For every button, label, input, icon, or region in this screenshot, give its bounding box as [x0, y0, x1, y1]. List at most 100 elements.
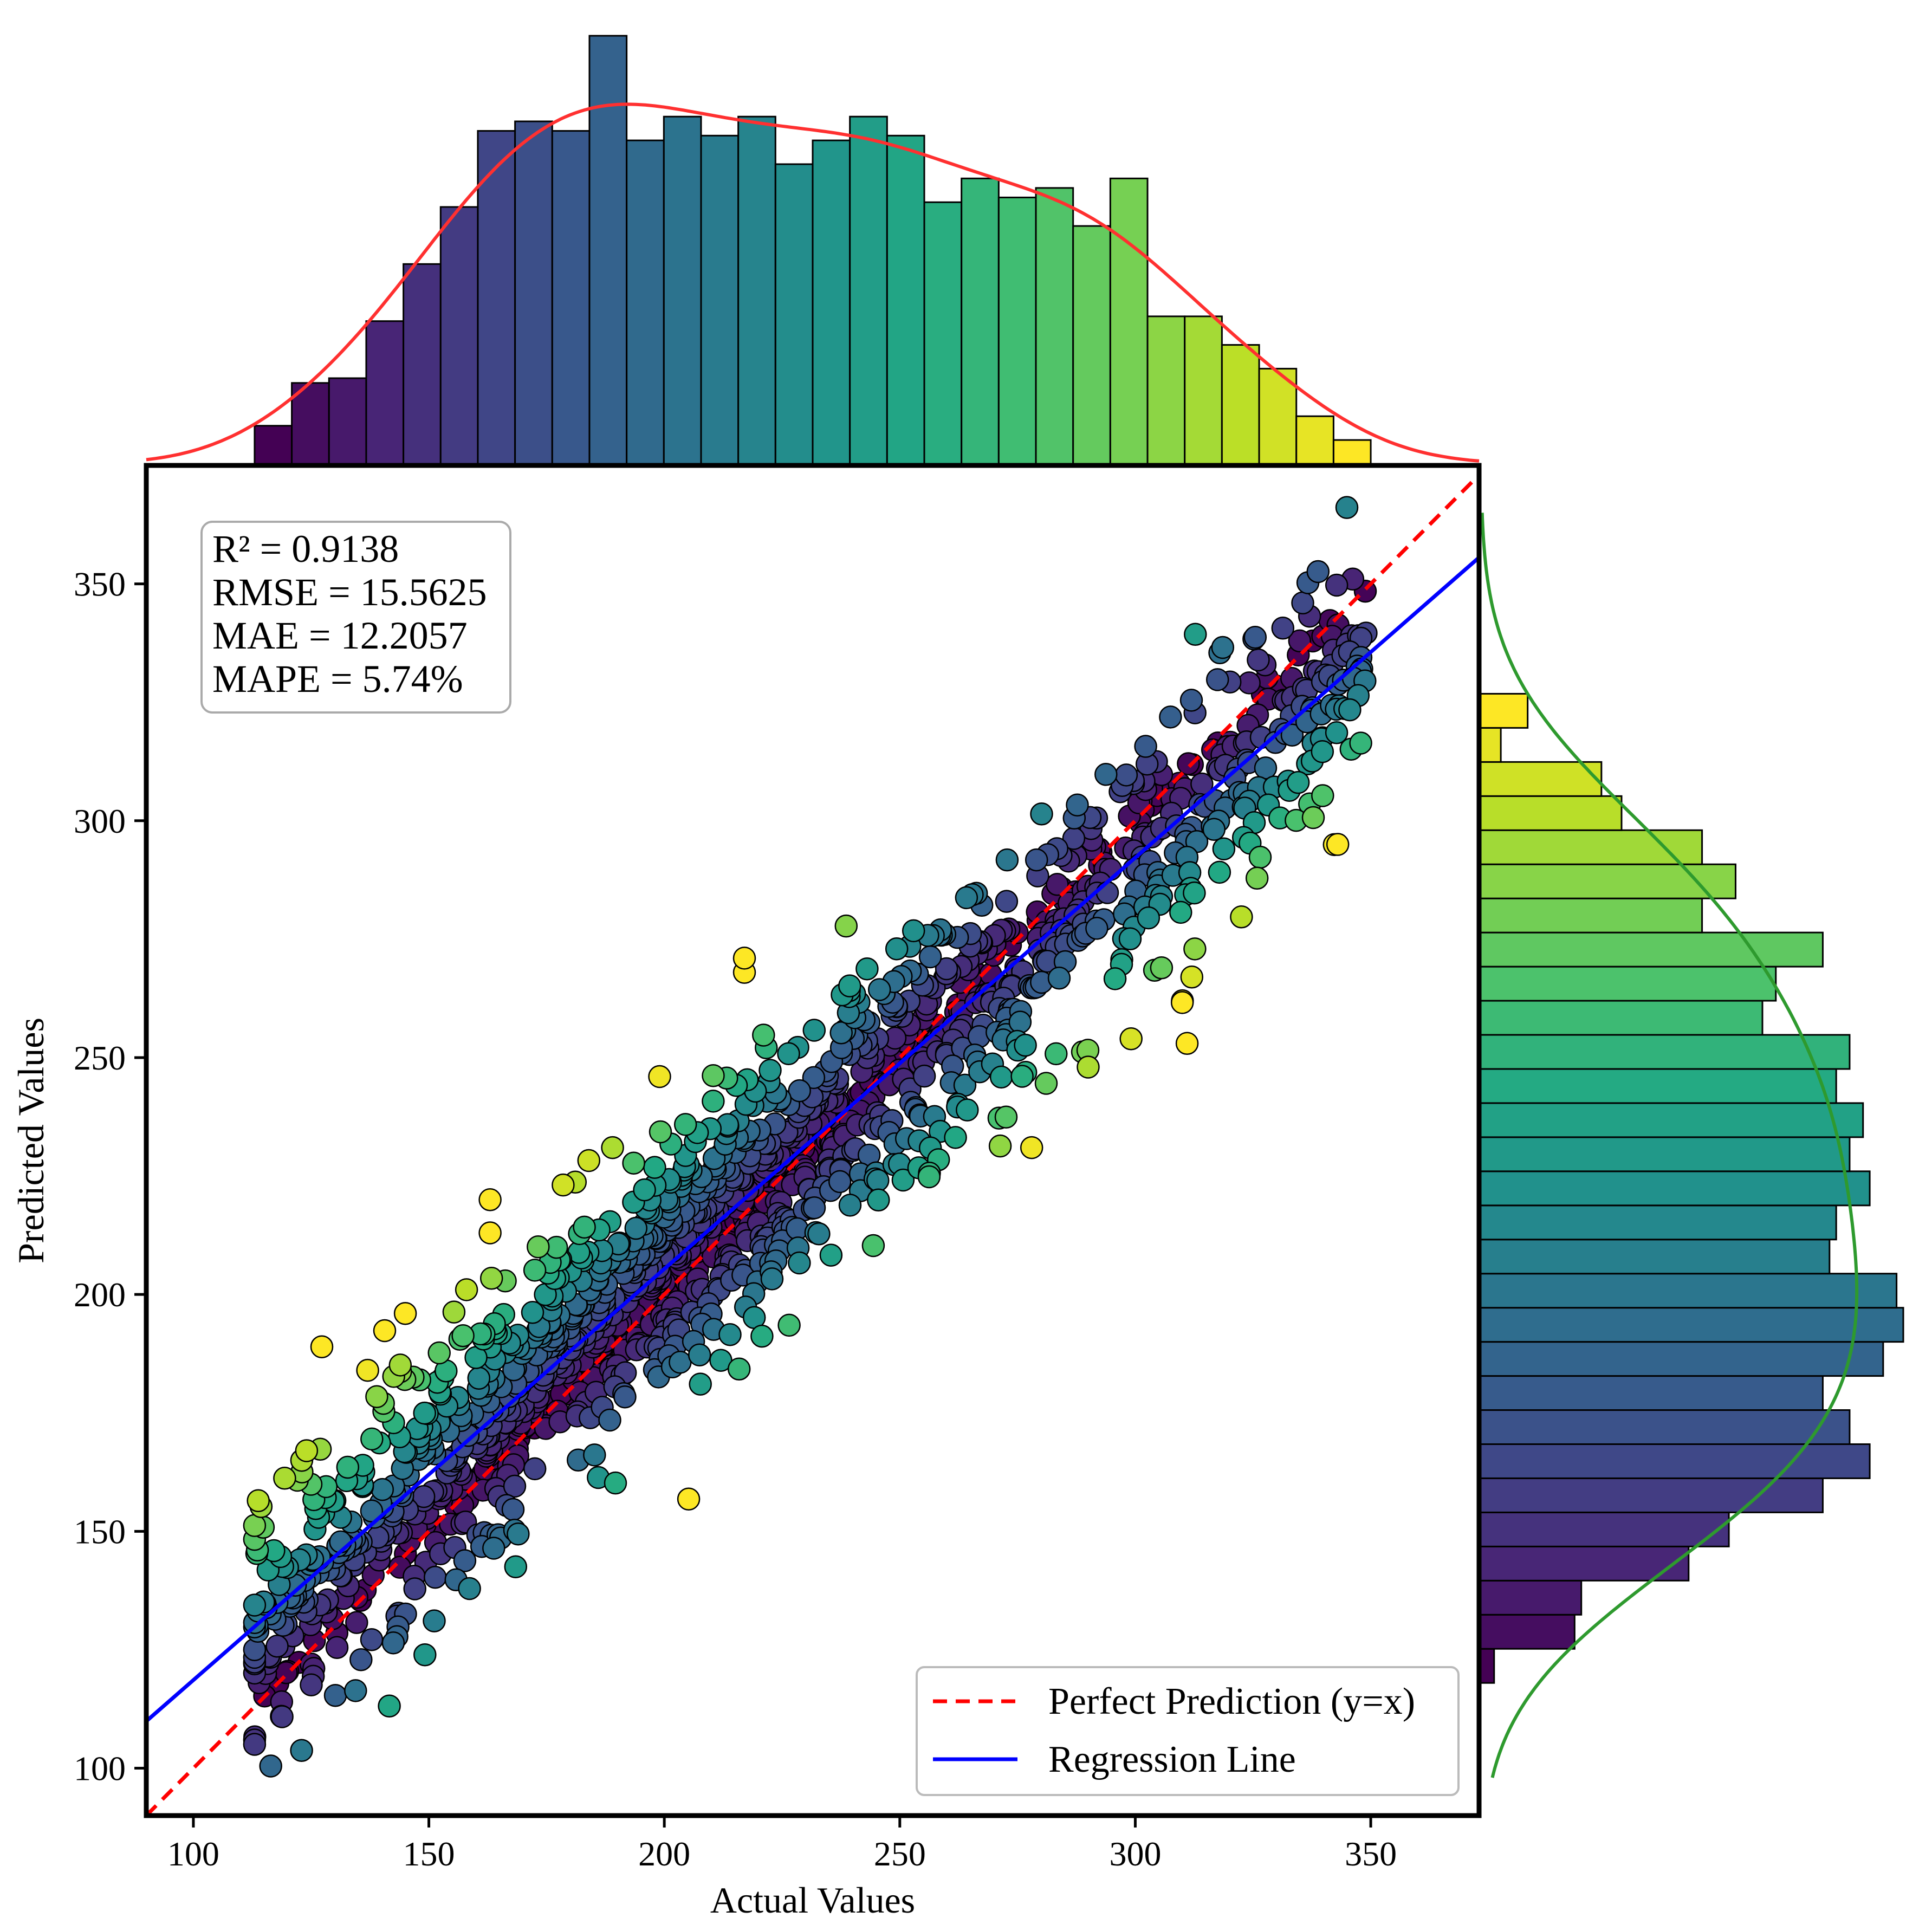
scatter-point [356, 1358, 379, 1382]
y-tick-label: 100 [74, 1749, 126, 1788]
right-hist-bar [1480, 1239, 1831, 1275]
scatter-point [1085, 917, 1108, 940]
scatter-point [1311, 740, 1334, 763]
scatter-point [1211, 636, 1235, 659]
scatter-point [1010, 1065, 1034, 1088]
right-marginal-histogram [1480, 692, 1904, 1684]
top-hist-bar [551, 130, 591, 465]
scatter-point [583, 1443, 606, 1467]
scatter-point [295, 1439, 319, 1462]
scatter-point [310, 1335, 334, 1358]
scatter-point [643, 1156, 666, 1179]
scatter-point [1066, 793, 1089, 817]
scatter-point [453, 1549, 477, 1572]
x-axis-ticks: 100 150 200 250 300 350 [167, 1816, 1397, 1873]
scatter-point [819, 1243, 843, 1267]
right-hist-bar [1480, 1170, 1871, 1207]
top-hist-bar [663, 115, 702, 465]
stat-mape: MAPE = 5.74% [212, 657, 463, 701]
scatter-point [838, 1194, 862, 1217]
scatter-point [1335, 496, 1359, 519]
scatter-point [360, 1628, 384, 1651]
top-hist-bar [1109, 177, 1149, 465]
scatter-point [1134, 735, 1157, 758]
scatter-point [1349, 731, 1372, 755]
scatter-point [1114, 763, 1138, 787]
scatter-point [270, 1705, 294, 1728]
top-hist-bar [737, 115, 776, 465]
scatter-point [360, 1427, 384, 1451]
right-hist-bar [1480, 1477, 1824, 1513]
scatter-point [838, 974, 861, 997]
scatter-point [1271, 617, 1295, 640]
scatter-point [750, 1324, 774, 1348]
scatter-point [1306, 560, 1330, 584]
scatter-point [1046, 873, 1069, 896]
scatter-point [989, 1065, 1013, 1089]
scatter-point [1311, 784, 1334, 807]
x-tick-label: 150 [403, 1835, 455, 1873]
top-hist-bar [588, 35, 628, 465]
scatter-point [604, 1471, 627, 1495]
scatter-point [1338, 698, 1362, 722]
scatter-point [995, 890, 1019, 913]
x-tick-label: 350 [1345, 1835, 1397, 1873]
top-hist-bar [1184, 315, 1223, 465]
scatter-point [478, 1221, 502, 1245]
scatter-point [1030, 802, 1053, 826]
right-hist-bar [1480, 692, 1529, 729]
scatter-point [1008, 1010, 1032, 1034]
scatter-point [523, 1259, 547, 1282]
scatter-point [1326, 833, 1350, 856]
x-tick-label: 300 [1109, 1835, 1161, 1873]
right-hist-bar [1480, 1273, 1898, 1309]
scatter-point [323, 1683, 347, 1707]
x-tick-label: 250 [874, 1835, 926, 1873]
scatter-point [1014, 1033, 1037, 1057]
scatter-point [758, 1059, 782, 1082]
scatter-point [501, 1498, 525, 1521]
right-kde-curve [1480, 513, 1859, 1778]
scatter-point [1150, 956, 1174, 980]
right-hist-bar [1480, 1068, 1837, 1104]
scatter-point [1325, 721, 1348, 744]
scatter-point [467, 1366, 491, 1390]
scatter-point [702, 1064, 725, 1087]
top-hist-bar [1332, 439, 1372, 465]
scatter-point [424, 1565, 447, 1589]
scatter-point [935, 957, 958, 981]
stat-mae: MAE = 12.2057 [212, 614, 468, 657]
scatter-point [273, 1467, 296, 1490]
right-hist-bar [1480, 1136, 1851, 1172]
stat-rmse: RMSE = 15.5625 [212, 571, 487, 614]
scatter-point [427, 1341, 451, 1365]
scatter-point [702, 1090, 725, 1113]
scatter-point [265, 1634, 289, 1658]
legend-label-regression: Regression Line [1048, 1739, 1296, 1780]
top-marginal-histogram [254, 35, 1372, 465]
scatter-point [345, 1611, 368, 1634]
scatter-point [1205, 668, 1229, 691]
top-hist-bar [1146, 315, 1186, 465]
right-hist-bar [1480, 1204, 1837, 1241]
scatter-point [1286, 770, 1310, 794]
scatter-point [669, 1350, 692, 1374]
scatter-point [902, 919, 925, 943]
scatter-point [442, 1300, 466, 1324]
scatter-point [1094, 763, 1118, 786]
top-hist-bar [365, 320, 405, 465]
scatter-point [598, 1408, 621, 1432]
scatter-point [1325, 573, 1348, 597]
scatter-point [912, 1064, 936, 1088]
top-hist-bar [700, 134, 740, 465]
right-hist-bar [1480, 931, 1824, 968]
scatter-point [1045, 1042, 1068, 1066]
scatter-point [995, 848, 1019, 872]
right-hist-bar [1480, 1102, 1864, 1138]
scatter-point [325, 1636, 349, 1659]
scatter-point [786, 1217, 809, 1241]
scatter-point [458, 1577, 481, 1600]
scatter-point [956, 1098, 979, 1122]
right-hist-bar [1480, 795, 1623, 831]
